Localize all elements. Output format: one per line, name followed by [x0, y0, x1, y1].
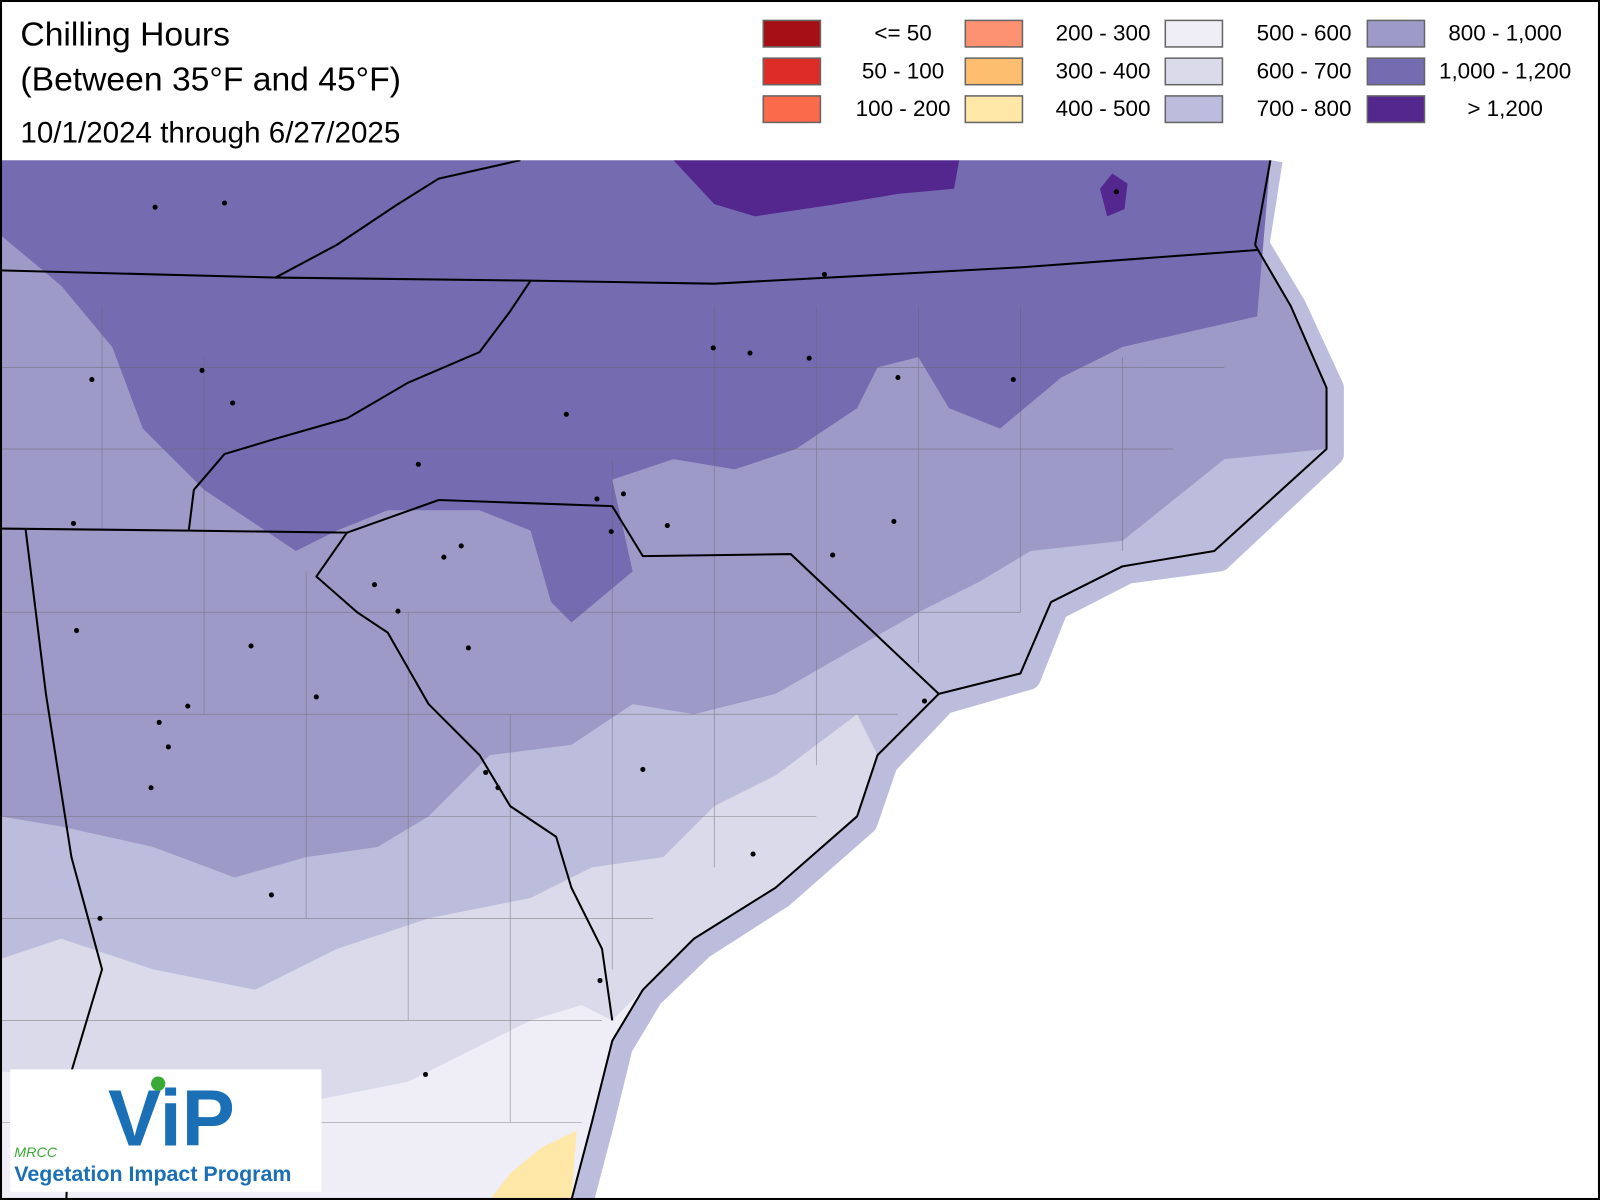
date-range: 10/1/2024 through 6/27/2025	[20, 117, 400, 150]
city-dots	[70, 189, 1119, 1078]
legend-label: 700 - 800	[1257, 96, 1352, 121]
legend-swatch	[1366, 57, 1426, 86]
legend-label: 800 - 1,000	[1448, 21, 1562, 46]
legend-swatch	[1366, 19, 1426, 48]
legend-swatch	[1164, 57, 1224, 86]
legend-label: <= 50	[874, 21, 931, 46]
logo-panel	[10, 1069, 322, 1192]
legend-swatch	[1164, 19, 1224, 48]
legend-label: 100 - 200	[856, 96, 951, 121]
legend-label: 300 - 400	[1056, 58, 1151, 83]
legend-label: 200 - 300	[1056, 21, 1151, 46]
legend-swatch	[1366, 95, 1426, 124]
legend-label: > 1,200	[1467, 96, 1543, 121]
legend-swatch	[762, 57, 822, 86]
legend-swatch	[762, 19, 822, 48]
legend-swatch	[964, 95, 1024, 124]
logo-org: MRCC	[14, 1145, 57, 1161]
region-400-500	[489, 1130, 577, 1200]
region-over-1200	[673, 160, 1128, 217]
legend-label: 1,000 - 1,200	[1439, 58, 1571, 83]
legend: <= 50 50 - 100 100 - 200 200 - 300 300 - 400…	[762, 19, 1571, 124]
logo-leaf	[151, 1076, 166, 1091]
legend-label: 600 - 700	[1257, 58, 1352, 83]
legend-label: 50 - 100	[862, 58, 944, 83]
title: Chilling Hours	[20, 17, 230, 54]
legend-swatch	[1164, 95, 1224, 124]
legend-swatch	[964, 57, 1024, 86]
region-1000-1200	[0, 160, 1271, 623]
county-lines	[0, 306, 1225, 1123]
logo-mark: ViP	[108, 1074, 235, 1163]
logo-name: Vegetation Impact Program	[14, 1162, 291, 1186]
coastal-halo	[569, 158, 1344, 1200]
subtitle: (Between 35°F and 45°F)	[20, 62, 401, 99]
legend-label: 400 - 500	[1056, 96, 1151, 121]
legend-swatch	[964, 19, 1024, 48]
legend-label: 500 - 600	[1257, 21, 1352, 46]
map	[0, 158, 1344, 1200]
logo: ViP MRCC Vegetation Impact Program	[10, 1069, 322, 1192]
legend-swatch	[762, 95, 822, 124]
